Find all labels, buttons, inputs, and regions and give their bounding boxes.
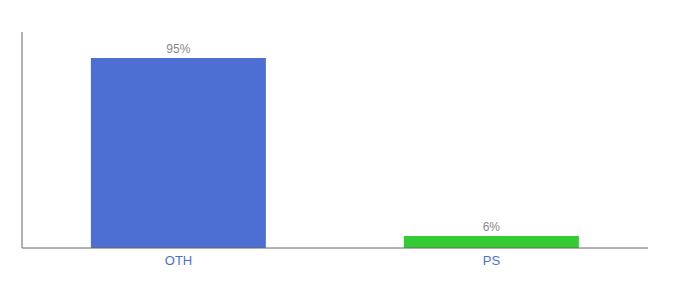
svg-text:OTH: OTH	[165, 253, 192, 268]
svg-text:6%: 6%	[483, 220, 501, 234]
svg-text:PS: PS	[483, 253, 501, 268]
svg-text:95%: 95%	[166, 42, 190, 56]
